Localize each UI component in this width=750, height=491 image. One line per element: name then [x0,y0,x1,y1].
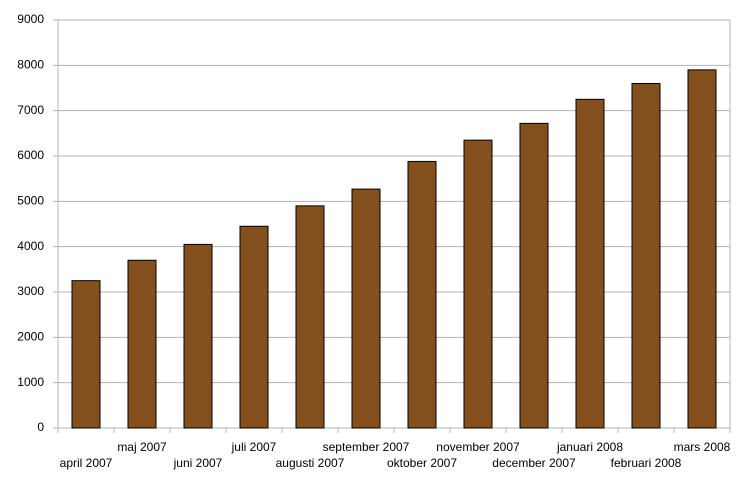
y-tick-label: 8000 [17,58,44,72]
bar [631,82,661,429]
bar [687,69,717,429]
x-tick-label: augusti 2007 [276,456,345,470]
y-tick-label: 9000 [17,12,44,26]
x-tick-label: april 2007 [60,456,113,470]
bar [519,122,549,429]
x-tick-label: juni 2007 [173,456,223,470]
bar [463,139,493,429]
x-tick-label: februari 2008 [611,456,682,470]
bar [575,98,605,429]
y-tick-label: 5000 [17,194,44,208]
y-tick-label: 4000 [17,239,44,253]
x-tick-label: mars 2008 [674,440,731,454]
x-tick-label: december 2007 [492,456,576,470]
bar [71,280,101,429]
bar [407,160,437,429]
bar [351,188,381,429]
x-tick-label: maj 2007 [117,440,167,454]
x-tick-label: november 2007 [436,440,520,454]
bar [295,205,325,429]
y-tick-label: 1000 [17,375,44,389]
y-tick-label: 3000 [17,284,44,298]
x-tick-label: september 2007 [323,440,410,454]
y-tick-label: 6000 [17,148,44,162]
bar [127,259,157,429]
x-tick-label: oktober 2007 [387,456,457,470]
x-tick-label: juli 2007 [231,440,277,454]
bar [239,225,269,429]
y-tick-label: 0 [37,420,44,434]
y-tick-label: 7000 [17,103,44,117]
x-tick-label: januari 2008 [556,440,623,454]
y-tick-label: 2000 [17,330,44,344]
bar [183,243,213,429]
